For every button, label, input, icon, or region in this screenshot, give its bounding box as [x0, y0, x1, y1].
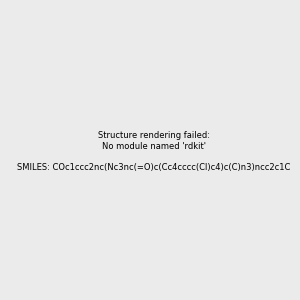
Text: Structure rendering failed:
No module named 'rdkit'

SMILES: COc1ccc2nc(Nc3nc(=O: Structure rendering failed: No module na… — [17, 131, 290, 172]
